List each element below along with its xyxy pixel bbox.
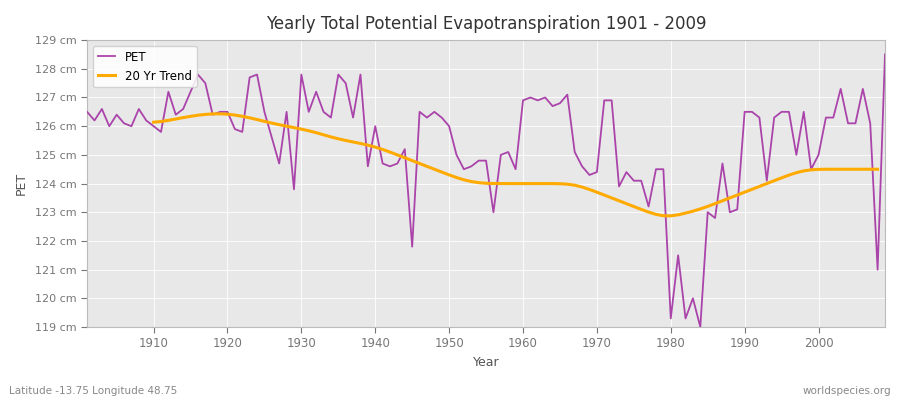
20 Yr Trend bbox=[215, 112, 226, 116]
PET bbox=[303, 110, 314, 114]
20 Yr Trend bbox=[540, 181, 551, 186]
Line: PET: PET bbox=[87, 54, 885, 327]
20 Yr Trend bbox=[326, 134, 337, 139]
PET bbox=[510, 167, 521, 172]
Legend: PET, 20 Yr Trend: PET, 20 Yr Trend bbox=[93, 46, 196, 87]
PET bbox=[82, 110, 93, 114]
20 Yr Trend bbox=[518, 181, 528, 186]
Text: Latitude -13.75 Longitude 48.75: Latitude -13.75 Longitude 48.75 bbox=[9, 386, 177, 396]
20 Yr Trend bbox=[732, 193, 742, 198]
Title: Yearly Total Potential Evapotranspiration 1901 - 2009: Yearly Total Potential Evapotranspiratio… bbox=[266, 15, 706, 33]
20 Yr Trend bbox=[665, 214, 676, 218]
X-axis label: Year: Year bbox=[472, 356, 500, 369]
20 Yr Trend bbox=[872, 167, 883, 172]
PET bbox=[140, 118, 151, 123]
20 Yr Trend bbox=[377, 147, 388, 152]
Y-axis label: PET: PET bbox=[15, 172, 28, 195]
20 Yr Trend bbox=[148, 120, 159, 124]
Line: 20 Yr Trend: 20 Yr Trend bbox=[154, 114, 877, 216]
20 Yr Trend bbox=[347, 140, 358, 144]
PET bbox=[695, 325, 706, 330]
PET bbox=[518, 98, 528, 103]
PET bbox=[607, 98, 617, 103]
Text: worldspecies.org: worldspecies.org bbox=[803, 386, 891, 396]
PET bbox=[879, 52, 890, 57]
PET bbox=[347, 115, 358, 120]
